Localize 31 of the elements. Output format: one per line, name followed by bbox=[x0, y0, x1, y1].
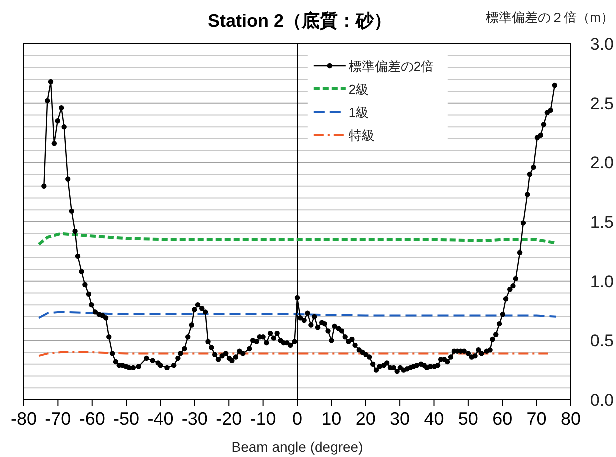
x-axis-title: Beam angle (degree) bbox=[232, 439, 364, 455]
x-tick-label: 0 bbox=[292, 409, 303, 429]
x-tick-label: 50 bbox=[458, 409, 478, 429]
x-tick-label: 10 bbox=[322, 409, 342, 429]
y-tick-label: 0.0 bbox=[590, 391, 614, 410]
legend-label: 標準偏差の2倍 bbox=[348, 59, 434, 74]
x-tick-label: -30 bbox=[182, 409, 208, 429]
x-tick-label: -10 bbox=[250, 409, 276, 429]
x-tick-label: -50 bbox=[114, 409, 140, 429]
x-tick-label: 80 bbox=[560, 409, 582, 429]
x-tick-label: 40 bbox=[424, 409, 444, 429]
x-tick-label: -20 bbox=[216, 409, 242, 429]
x-tick-label: 60 bbox=[492, 409, 513, 429]
x-tick-label: -80 bbox=[10, 409, 38, 429]
legend-label: 1級 bbox=[348, 105, 370, 120]
chart-title: Station 2（底質：砂） bbox=[208, 11, 392, 31]
y-tick-label: 2.0 bbox=[590, 154, 614, 173]
y-tick-label: 2.5 bbox=[590, 94, 614, 114]
y-tick-label: 1.5 bbox=[590, 213, 614, 232]
legend-label: 2級 bbox=[348, 82, 370, 97]
legend-label: 特級 bbox=[348, 128, 375, 143]
x-tick-label: -40 bbox=[148, 409, 174, 429]
x-tick-label: 20 bbox=[356, 409, 376, 429]
x-tick-label: 70 bbox=[526, 409, 547, 429]
y-tick-label: 0.5 bbox=[590, 332, 614, 351]
y-tick-label: 3.0 bbox=[590, 35, 614, 54]
x-tick-label: 30 bbox=[390, 409, 410, 429]
y-axis-title: 標準偏差の２倍（m） bbox=[486, 10, 614, 25]
x-tick-label: -70 bbox=[45, 409, 72, 429]
y-tick-label: 1.0 bbox=[590, 272, 614, 292]
x-tick-label: -60 bbox=[79, 409, 106, 429]
